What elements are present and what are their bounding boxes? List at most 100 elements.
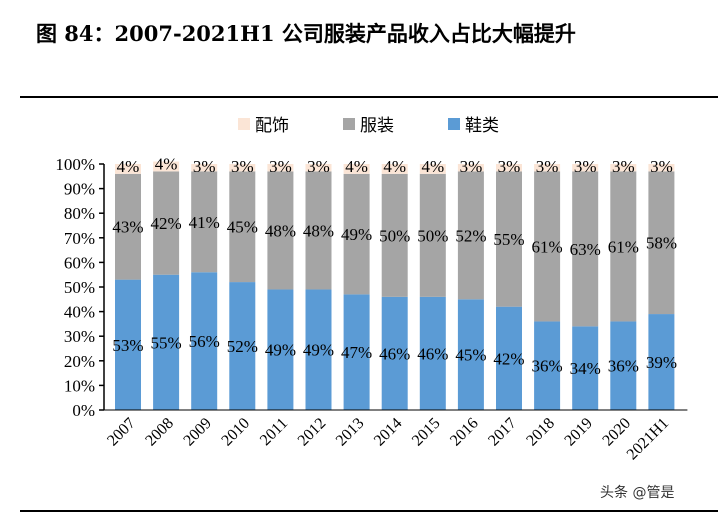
bar-segment bbox=[229, 164, 256, 172]
bar-segment bbox=[191, 164, 218, 172]
data-label: 4% bbox=[383, 157, 406, 176]
bar-segment bbox=[457, 164, 484, 172]
bar-segment bbox=[496, 306, 522, 410]
y-tick-label: 100% bbox=[55, 155, 95, 174]
bar-segment bbox=[115, 279, 141, 410]
data-label: 39% bbox=[646, 353, 677, 372]
bar-segment bbox=[191, 171, 218, 273]
data-label: 43% bbox=[112, 218, 143, 237]
data-label: 49% bbox=[341, 225, 372, 244]
data-label: 4% bbox=[155, 155, 178, 174]
x-tick-label: 2011 bbox=[257, 415, 291, 449]
bar-segment bbox=[267, 171, 294, 290]
data-label: 4% bbox=[345, 157, 368, 176]
data-label: 3% bbox=[269, 157, 292, 176]
x-tick-label: 2017 bbox=[485, 415, 520, 450]
y-tick-label: 70% bbox=[64, 229, 95, 248]
y-tick-label: 90% bbox=[64, 180, 95, 199]
chart-title: 图 84：2007-2021H1 公司服装产品收入占比大幅提升 bbox=[36, 21, 576, 46]
bar-segment bbox=[229, 282, 256, 410]
data-label: 36% bbox=[532, 357, 563, 376]
x-tick-label: 2007 bbox=[104, 415, 139, 450]
data-label: 52% bbox=[455, 226, 486, 245]
bar-segment bbox=[496, 164, 522, 172]
bar-segment bbox=[229, 171, 256, 283]
data-label: 56% bbox=[189, 332, 220, 351]
data-label: 55% bbox=[151, 333, 182, 352]
bar-segment bbox=[572, 164, 599, 172]
data-label: 34% bbox=[570, 359, 601, 378]
bar-segment bbox=[419, 296, 446, 410]
y-tick-label: 80% bbox=[64, 204, 95, 223]
data-label: 48% bbox=[265, 221, 296, 240]
y-tick-label: 10% bbox=[64, 376, 95, 395]
x-tick-label: 2010 bbox=[218, 415, 253, 450]
x-tick-label: 2015 bbox=[409, 415, 444, 450]
data-label: 49% bbox=[265, 341, 296, 360]
legend-swatch bbox=[448, 118, 460, 130]
bar-segment bbox=[191, 272, 218, 410]
bar-segment bbox=[572, 326, 599, 410]
data-label: 3% bbox=[231, 157, 254, 176]
data-label: 36% bbox=[608, 357, 639, 376]
bar-segment bbox=[572, 171, 599, 327]
bar-segment bbox=[610, 164, 637, 172]
bar-segment bbox=[534, 164, 561, 172]
bar-segment bbox=[305, 164, 332, 172]
y-tick-label: 40% bbox=[64, 303, 95, 322]
data-label: 3% bbox=[536, 157, 559, 176]
bar-segment bbox=[610, 321, 637, 410]
data-label: 3% bbox=[193, 157, 216, 176]
x-tick-label: 2016 bbox=[447, 415, 482, 450]
bar-segment bbox=[343, 164, 370, 174]
y-tick-label: 30% bbox=[64, 327, 95, 346]
bar-segment bbox=[534, 171, 561, 322]
data-label: 4% bbox=[421, 157, 444, 176]
legend-label: 服装 bbox=[360, 116, 394, 136]
y-tick-label: 50% bbox=[64, 278, 95, 297]
x-tick-label: 2008 bbox=[142, 415, 177, 450]
bar-segment bbox=[343, 173, 370, 295]
data-label: 42% bbox=[493, 349, 524, 368]
y-tick-label: 0% bbox=[72, 401, 95, 420]
legend-label: 配饰 bbox=[255, 116, 289, 136]
watermark: 头条 @管是 bbox=[600, 485, 675, 501]
data-label: 47% bbox=[341, 343, 372, 362]
data-label: 46% bbox=[379, 344, 410, 363]
data-label: 45% bbox=[227, 218, 258, 237]
x-tick-label: 2019 bbox=[561, 415, 596, 450]
data-label: 3% bbox=[574, 157, 597, 176]
bar-segment bbox=[457, 171, 484, 300]
bar-segment bbox=[457, 299, 484, 410]
bar-segment bbox=[381, 164, 408, 174]
bar-segment bbox=[419, 164, 446, 174]
bar-segment bbox=[267, 289, 294, 410]
bar-segment bbox=[267, 164, 294, 172]
data-label: 53% bbox=[112, 336, 143, 355]
x-tick-label: 2012 bbox=[295, 415, 330, 450]
data-label: 52% bbox=[227, 337, 258, 356]
data-label: 48% bbox=[303, 221, 334, 240]
data-label: 61% bbox=[608, 237, 639, 256]
data-label: 49% bbox=[303, 341, 334, 360]
bar-segment bbox=[496, 171, 522, 307]
data-label: 41% bbox=[189, 213, 220, 232]
legend-swatch bbox=[343, 118, 355, 130]
bar-segment bbox=[305, 289, 332, 410]
bottom-divider bbox=[20, 510, 718, 512]
data-label: 3% bbox=[612, 157, 635, 176]
bar-segment bbox=[648, 164, 675, 172]
x-tick-label: 2009 bbox=[180, 415, 215, 450]
y-tick-label: 20% bbox=[64, 352, 95, 371]
x-tick-label: 2020 bbox=[599, 415, 634, 450]
data-label: 3% bbox=[460, 157, 483, 176]
bar-segment bbox=[115, 173, 141, 280]
y-tick-label: 60% bbox=[64, 253, 95, 272]
bar-segment bbox=[381, 173, 408, 297]
data-label: 58% bbox=[646, 234, 677, 253]
top-divider bbox=[20, 96, 718, 98]
bar-segment bbox=[153, 171, 180, 275]
data-label: 61% bbox=[532, 237, 563, 256]
data-label: 3% bbox=[650, 157, 673, 176]
